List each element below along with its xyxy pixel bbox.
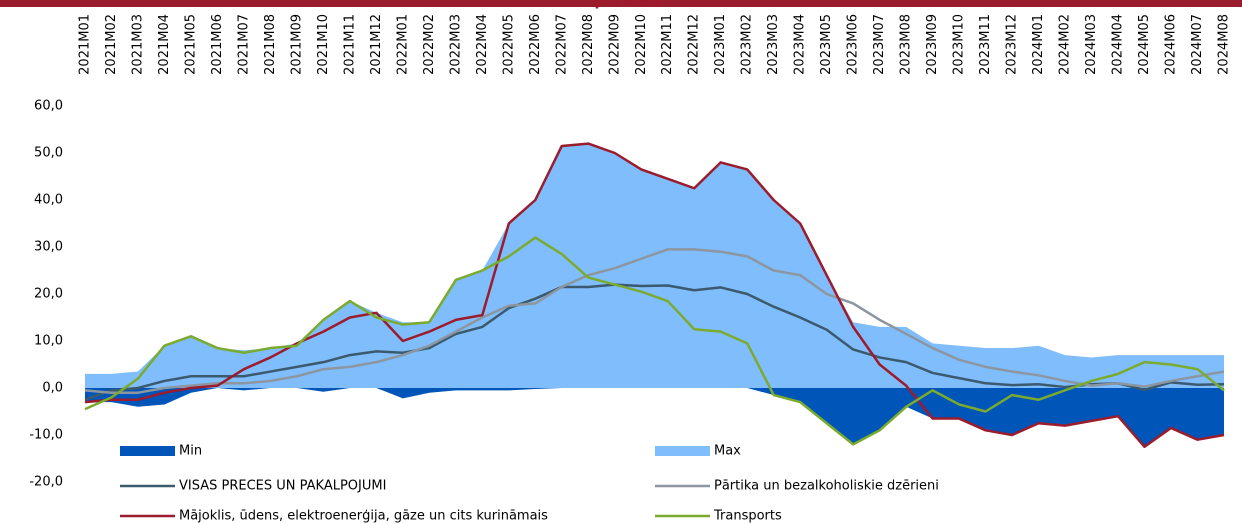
line bbox=[84, 248, 1225, 394]
y-tick-label: 0,0 bbox=[42, 381, 63, 396]
area bbox=[85, 143, 1224, 388]
x-tick-label: 2021M06 bbox=[210, 14, 225, 75]
x-tick-label: 2024M07 bbox=[1190, 14, 1205, 75]
legend-label: Min bbox=[179, 444, 202, 459]
x-tick-label: 2021M01 bbox=[78, 14, 93, 75]
x-tick-label: 2023M10 bbox=[952, 14, 967, 75]
legend-swatch bbox=[120, 446, 175, 456]
line bbox=[84, 236, 1225, 446]
x-tick-label: 2022M06 bbox=[528, 14, 543, 75]
x-tick-label: 2021M07 bbox=[236, 14, 251, 75]
x-tick-label: 2024M04 bbox=[1111, 14, 1126, 75]
x-tick-label: 2021M08 bbox=[263, 14, 278, 75]
x-tick-label: 2024M01 bbox=[1031, 14, 1046, 75]
y-tick-label: 40,0 bbox=[34, 193, 63, 208]
line bbox=[84, 142, 1225, 448]
x-tick-label: 2022M09 bbox=[607, 14, 622, 75]
x-tick-label: 2022M05 bbox=[501, 14, 516, 75]
x-tick-label: 2021M03 bbox=[130, 14, 145, 75]
x-tick-label: 2024M02 bbox=[1058, 14, 1073, 75]
y-tick-label: -20,0 bbox=[29, 475, 63, 490]
y-tick-label: 10,0 bbox=[34, 334, 63, 349]
y-tick-label: -10,0 bbox=[29, 428, 63, 443]
x-tick-label: 2023M06 bbox=[846, 14, 861, 75]
x-tick-label: 2024M06 bbox=[1164, 14, 1179, 75]
x-tick-label: 2023M11 bbox=[978, 14, 993, 75]
x-tick-label: 2022M01 bbox=[395, 14, 410, 75]
legend-swatch bbox=[655, 446, 710, 456]
x-tick-label: 2023M08 bbox=[899, 14, 914, 75]
x-tick-label: 2024M03 bbox=[1084, 14, 1099, 75]
x-tick-label: 2024M08 bbox=[1217, 14, 1232, 75]
x-tick-label: 2022M04 bbox=[475, 14, 490, 75]
x-tick-label: 2022M10 bbox=[634, 14, 649, 75]
y-tick-label: 50,0 bbox=[34, 146, 63, 161]
x-tick-label: 2021M12 bbox=[369, 14, 384, 75]
legend-label: Max bbox=[714, 444, 741, 459]
x-tick-label: 2023M02 bbox=[740, 14, 755, 75]
x-tick-label: 2022M02 bbox=[422, 14, 437, 75]
y-tick-label: 60,0 bbox=[34, 99, 63, 114]
x-tick-label: 2023M07 bbox=[872, 14, 887, 75]
x-tick-label: 2023M01 bbox=[713, 14, 728, 75]
legend-label: Transports bbox=[713, 509, 782, 523]
legend-label: VISAS PRECES UN PAKALPOJUMI bbox=[179, 479, 386, 494]
line bbox=[84, 283, 1225, 401]
x-tick-label: 2024M05 bbox=[1137, 14, 1152, 75]
y-tick-label: 20,0 bbox=[34, 287, 63, 302]
x-tick-label: 2023M05 bbox=[819, 14, 834, 75]
x-tick-label: 2021M09 bbox=[289, 14, 304, 75]
x-tick-label: 2023M12 bbox=[1005, 14, 1020, 75]
chart-title: periodu bbox=[594, 0, 659, 10]
x-tick-label: 2022M08 bbox=[581, 14, 596, 75]
x-tick-label: 2023M09 bbox=[925, 14, 940, 75]
header-bar bbox=[0, 0, 1242, 7]
x-tick-label: 2023M03 bbox=[766, 14, 781, 75]
legend-label: Mājoklis, ūdens, elektroenerģija, gāze u… bbox=[179, 509, 548, 523]
y-tick-label: 30,0 bbox=[34, 240, 63, 255]
x-tick-label: 2023M04 bbox=[793, 14, 808, 75]
x-tick-label: 2021M04 bbox=[157, 14, 172, 75]
x-tick-label: 2021M02 bbox=[104, 14, 119, 75]
x-tick-label: 2021M05 bbox=[183, 14, 198, 75]
x-tick-label: 2022M07 bbox=[554, 14, 569, 75]
legend-label: Pārtika un bezalkoholiskie dzērieni bbox=[714, 479, 939, 494]
x-tick-label: 2022M11 bbox=[660, 14, 675, 75]
x-tick-label: 2022M03 bbox=[448, 14, 463, 75]
x-tick-label: 2021M10 bbox=[316, 14, 331, 75]
x-tick-label: 2022M12 bbox=[687, 14, 702, 75]
x-tick-label: 2021M11 bbox=[342, 14, 357, 75]
area bbox=[85, 388, 1224, 447]
